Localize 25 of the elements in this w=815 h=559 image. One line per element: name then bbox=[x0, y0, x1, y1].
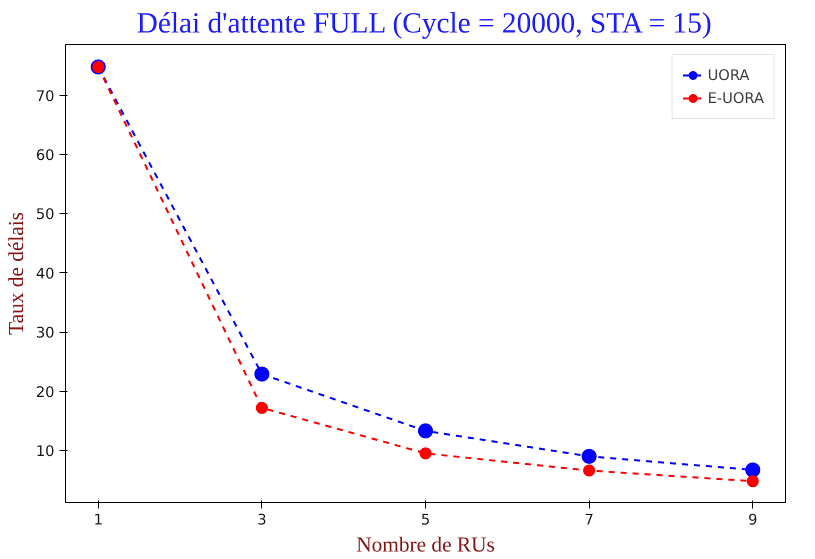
point bbox=[582, 448, 597, 464]
x-tick-label: 9 bbox=[748, 512, 758, 528]
x-tick-label: 7 bbox=[584, 512, 594, 528]
y-tick-label: 40 bbox=[36, 265, 55, 282]
point bbox=[583, 464, 596, 477]
point bbox=[418, 423, 433, 438]
point bbox=[254, 366, 270, 382]
x-tick-label: 5 bbox=[420, 512, 430, 528]
legend-label: UORA bbox=[708, 66, 750, 84]
y-tick-label: 20 bbox=[36, 384, 55, 401]
point bbox=[256, 402, 268, 414]
point bbox=[745, 462, 760, 478]
x-axis-title: Nombre de RUs bbox=[356, 532, 495, 556]
chart-title: Délai d'attente FULL (Cycle = 20000, STA = 15) bbox=[136, 8, 712, 40]
y-axis-title: Taux de délais bbox=[4, 212, 28, 335]
x-tick-label: 1 bbox=[94, 512, 103, 528]
y-tick-label: 30 bbox=[36, 324, 55, 342]
y-tick-label: 50 bbox=[36, 206, 55, 224]
y-tick-label: 60 bbox=[36, 147, 55, 164]
legend-label: E-UORA bbox=[708, 90, 764, 106]
y-tick-label: 10 bbox=[36, 442, 55, 460]
x-tick-label: 3 bbox=[257, 512, 267, 528]
point bbox=[420, 447, 432, 460]
y-tick-label: 70 bbox=[36, 88, 55, 105]
point bbox=[746, 475, 759, 488]
